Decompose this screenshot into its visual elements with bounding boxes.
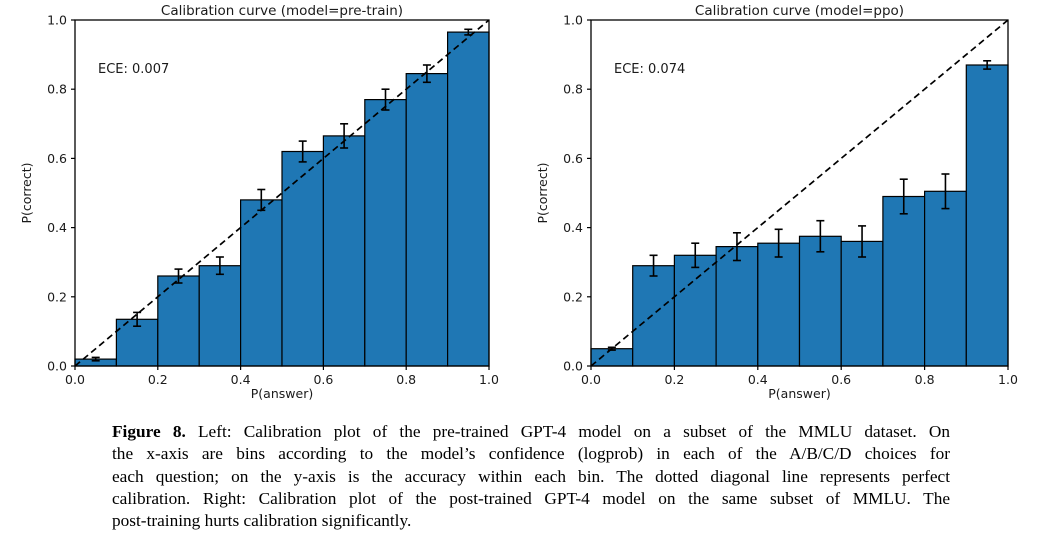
plot-frame bbox=[74, 19, 490, 367]
error-bar bbox=[732, 232, 741, 262]
error-bar bbox=[816, 219, 825, 253]
error-bar bbox=[91, 356, 100, 362]
y-tick-label: 0.2 bbox=[47, 289, 67, 304]
histogram-bar bbox=[281, 150, 325, 367]
y-tick-label: 0.0 bbox=[47, 359, 67, 374]
calibration-chart-ppo: 0.0 0.2 0.4 0.6 0.8 1.0 0.0 0.2 0.4 0.6 0.8 1.0 Cal… bbox=[527, 0, 1054, 412]
y-tick-label: 0.6 bbox=[47, 151, 67, 166]
error-bar bbox=[257, 188, 266, 212]
histogram-bar bbox=[157, 275, 200, 367]
pretrain-x-axis-label: P(answer) bbox=[251, 386, 313, 401]
x-tick-label: 0.4 bbox=[231, 372, 251, 387]
y-tick-label: 0.8 bbox=[563, 82, 583, 97]
histogram-bar bbox=[364, 98, 407, 367]
caption-line: each question; on the y-axis is the accu… bbox=[112, 466, 950, 486]
x-tick-label: 0.4 bbox=[748, 372, 768, 387]
ppo-y-axis-label: P(correct) bbox=[535, 162, 550, 223]
plot-frame bbox=[590, 19, 1009, 367]
histogram-bar bbox=[632, 265, 675, 367]
ppo-chart-canvas: 0.0 0.2 0.4 0.6 0.8 1.0 0.0 0.2 0.4 0.6 0.8 1.0 Cal… bbox=[535, 3, 1018, 401]
x-tick-label: 0.6 bbox=[313, 372, 333, 387]
caption-figure-label: Figure 8. bbox=[112, 422, 186, 441]
pretrain-plot-area: 0.0 0.2 0.4 0.6 0.8 1.0 0.0 0.2 0.4 0.6 0.8 1.0 bbox=[47, 13, 499, 388]
y-tick-label: 0.2 bbox=[563, 289, 583, 304]
histogram-bar bbox=[322, 135, 366, 367]
error-bar bbox=[941, 173, 950, 210]
histogram-bar bbox=[882, 195, 926, 367]
error-bar bbox=[381, 88, 390, 111]
figure-caption: Figure 8. Left: Calibration plot of the … bbox=[112, 421, 950, 532]
y-tick-label: 0.4 bbox=[47, 220, 67, 235]
x-tick-label: 0.0 bbox=[581, 372, 601, 387]
error-bar bbox=[774, 228, 783, 258]
calibration-charts-row: 0.0 0.2 0.4 0.6 0.8 1.0 0.0 0.2 0.4 0.6 0.8 1.0 Cal… bbox=[0, 0, 1054, 412]
y-tick-label: 0.4 bbox=[563, 220, 583, 235]
x-tick-label: 0.0 bbox=[65, 372, 85, 387]
caption-line: post-training hurts calibration signific… bbox=[112, 511, 412, 531]
y-tick-label: 1.0 bbox=[563, 13, 583, 28]
pretrain-y-axis-label: P(correct) bbox=[19, 162, 34, 223]
error-bar bbox=[133, 311, 142, 328]
histogram-bar bbox=[798, 235, 842, 367]
ppo-ece-label: ECE: 0.074 bbox=[614, 62, 685, 77]
ppo-chart-title: Calibration curve (model=ppo) bbox=[695, 3, 904, 19]
histogram-bar bbox=[757, 242, 801, 367]
error-bar bbox=[858, 225, 867, 258]
x-tick-label: 1.0 bbox=[998, 372, 1018, 387]
x-tick-label: 0.8 bbox=[396, 372, 416, 387]
error-bar bbox=[691, 242, 700, 269]
histogram-bar bbox=[405, 72, 449, 367]
x-tick-label: 0.6 bbox=[831, 372, 851, 387]
x-tick-label: 1.0 bbox=[479, 372, 499, 387]
calibration-chart-pretrain: 0.0 0.2 0.4 0.6 0.8 1.0 0.0 0.2 0.4 0.6 0.8 1.0 Cal… bbox=[0, 0, 527, 412]
pretrain-chart-canvas: 0.0 0.2 0.4 0.6 0.8 1.0 0.0 0.2 0.4 0.6 0.8 1.0 Cal… bbox=[19, 3, 499, 401]
error-bar bbox=[464, 28, 473, 36]
histogram-bar bbox=[447, 31, 490, 367]
histogram-bar bbox=[840, 240, 884, 367]
error-bar bbox=[607, 346, 616, 351]
pretrain-ece-label: ECE: 0.007 bbox=[98, 62, 169, 77]
x-tick-label: 0.8 bbox=[915, 372, 935, 387]
ppo-plot-area: 0.0 0.2 0.4 0.6 0.8 1.0 0.0 0.2 0.4 0.6 0.8 1.0 bbox=[563, 13, 1018, 388]
histogram-bar bbox=[715, 246, 759, 367]
pretrain-chart-title: Calibration curve (model=pre-train) bbox=[161, 3, 403, 19]
histogram-bar bbox=[198, 265, 242, 367]
histogram-bar bbox=[965, 64, 1009, 367]
diagonal-reference-line bbox=[590, 19, 1009, 367]
caption-line: the x-axis are bins according to the mod… bbox=[112, 444, 950, 464]
y-tick-label: 0.8 bbox=[47, 82, 67, 97]
histogram-bar bbox=[240, 199, 283, 367]
error-bar bbox=[215, 256, 224, 276]
error-bar bbox=[174, 268, 183, 284]
ppo-x-axis-label: P(answer) bbox=[768, 386, 830, 401]
diagonal-reference-line bbox=[74, 19, 490, 367]
y-tick-label: 1.0 bbox=[47, 13, 67, 28]
x-tick-label: 0.2 bbox=[148, 372, 168, 387]
histogram-bar bbox=[924, 190, 967, 367]
error-bar bbox=[422, 64, 431, 84]
error-bar bbox=[983, 59, 992, 70]
error-bar bbox=[340, 123, 349, 149]
caption-line: calibration. Right: Calibration plot of … bbox=[112, 488, 950, 508]
y-tick-label: 0.0 bbox=[563, 359, 583, 374]
histogram-bar bbox=[673, 254, 717, 367]
x-tick-label: 0.2 bbox=[664, 372, 684, 387]
caption-line: Figure 8. Left: Calibration plot of the … bbox=[112, 422, 950, 441]
error-bar bbox=[298, 140, 307, 163]
y-tick-label: 0.6 bbox=[563, 151, 583, 166]
error-bar bbox=[899, 178, 908, 215]
histogram-bar bbox=[590, 348, 634, 367]
error-bar bbox=[649, 254, 658, 277]
